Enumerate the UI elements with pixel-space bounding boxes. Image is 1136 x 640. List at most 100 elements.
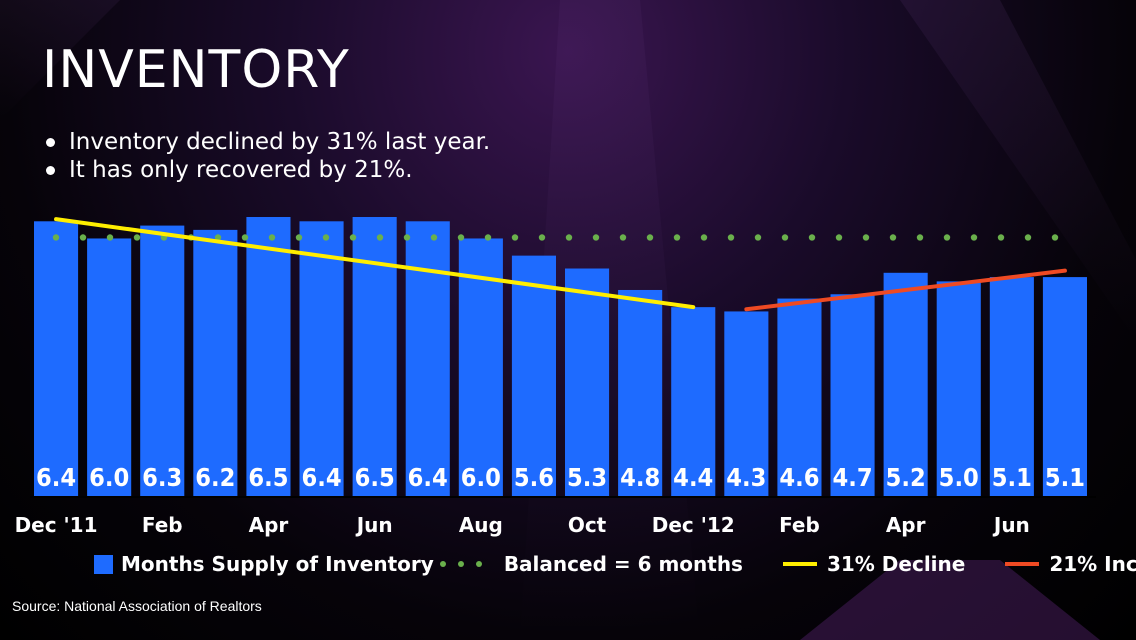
balanced-dot <box>295 234 303 241</box>
balanced-dot <box>376 234 384 241</box>
x-tick-label: Feb <box>142 513 183 537</box>
bar-value-label: 4.7 <box>833 463 873 492</box>
legend-dots-swatch <box>439 561 482 567</box>
bar <box>1042 277 1087 496</box>
balanced-dot <box>241 234 249 241</box>
balanced-dot <box>565 234 573 241</box>
x-tick-label: Feb <box>779 513 820 537</box>
legend-increase-swatch <box>1005 562 1040 566</box>
x-tick-label: Dec '12 <box>652 513 735 537</box>
balanced-dot <box>862 234 870 241</box>
x-tick-label: Jun <box>355 513 393 537</box>
balanced-dot <box>619 234 627 241</box>
page-title: INVENTORY <box>42 40 350 100</box>
bar-value-label: 6.4 <box>36 463 76 492</box>
bar-value-label: 6.2 <box>195 463 235 492</box>
inventory-chart: 6.4 6.0 6.3 6.2 6.5 6.4 6.5 6.4 6.0 5.6 5.3 4.8 4.4 4… <box>15 217 1096 537</box>
x-tick-label: Apr <box>249 513 289 537</box>
bar <box>671 307 716 496</box>
balanced-dot <box>970 234 978 241</box>
bar <box>299 221 344 497</box>
balanced-dot <box>646 234 654 241</box>
bar <box>352 217 397 496</box>
x-tick-label: Aug <box>459 513 503 537</box>
legend-increase-label: 21% Incr <box>1049 552 1136 576</box>
bar-value-label: 6.3 <box>142 463 182 492</box>
balanced-dot <box>808 234 816 241</box>
balanced-dot <box>835 234 843 241</box>
bar-value-label: 4.4 <box>673 463 713 492</box>
balanced-dot <box>889 234 897 241</box>
source-note: Source: National Association of Realtors <box>12 598 262 614</box>
bar-value-label: 5.1 <box>1045 463 1085 492</box>
bar <box>883 272 928 496</box>
bullet-list: Inventory declined by 31% last year. It … <box>46 128 490 184</box>
legend-bars-label: Months Supply of Inventory <box>121 552 434 576</box>
bar <box>724 311 769 496</box>
x-tick-label: Apr <box>886 513 926 537</box>
bar <box>618 289 663 496</box>
bar <box>830 294 875 496</box>
legend-decline-swatch <box>782 562 817 566</box>
x-tick-label: Oct <box>568 513 607 537</box>
bullet-item: It has only recovered by 21%. <box>46 156 490 184</box>
bar-value-label: 4.3 <box>726 463 766 492</box>
bar <box>193 229 238 496</box>
x-tick-label: Jun <box>992 513 1030 537</box>
balanced-dot <box>403 234 411 241</box>
balanced-dot <box>781 234 789 241</box>
bar <box>777 298 822 496</box>
balanced-dot <box>79 234 87 241</box>
balanced-dot <box>322 234 330 241</box>
bar-value-label: 6.5 <box>355 463 395 492</box>
bar-value-label: 6.0 <box>89 463 129 492</box>
bar <box>87 238 132 496</box>
balanced-dot <box>52 234 60 241</box>
balanced-dot <box>511 234 519 241</box>
decline-trend-line <box>54 217 696 310</box>
balanced-dot <box>484 234 492 241</box>
balanced-dot <box>538 234 546 241</box>
bar <box>989 277 1034 496</box>
legend-decline-label: 31% Decline <box>826 552 966 576</box>
bar <box>936 281 981 496</box>
balanced-dot <box>133 234 141 241</box>
balanced-dot <box>997 234 1005 241</box>
bar-value-label: 5.1 <box>992 463 1032 492</box>
bullet-dot-icon <box>46 165 55 175</box>
legend-balanced-label: Balanced = 6 months <box>503 552 743 576</box>
bar-value-label: 4.6 <box>779 463 819 492</box>
bar <box>511 255 556 496</box>
bar <box>565 268 610 496</box>
balanced-dot <box>268 234 276 241</box>
bar-value-label: 6.5 <box>248 463 288 492</box>
balanced-dot <box>1024 234 1032 241</box>
increase-trend-line <box>744 268 1067 312</box>
balanced-dot <box>754 234 762 241</box>
bar <box>405 221 450 497</box>
balanced-dot <box>916 234 924 241</box>
balanced-dot <box>457 234 465 241</box>
legend-bar-swatch <box>94 554 113 574</box>
balanced-dot <box>1051 234 1059 241</box>
balanced-dot <box>106 234 114 241</box>
balanced-dot <box>673 234 681 241</box>
balanced-dot <box>214 234 222 241</box>
bar <box>140 225 185 497</box>
bar-value-label: 6.0 <box>461 463 501 492</box>
bar-value-label: 5.0 <box>939 463 979 492</box>
balanced-dot <box>727 234 735 241</box>
bar-value-label: 5.3 <box>567 463 607 492</box>
x-tick-label: Dec '11 <box>15 513 98 537</box>
chart-legend: Months Supply of Inventory Balanced = 6 … <box>94 550 1136 578</box>
bar-value-label: 5.6 <box>514 463 554 492</box>
bar <box>246 217 291 496</box>
bullet-dot-icon <box>46 137 55 147</box>
balanced-dot <box>430 234 438 241</box>
bar-value-label: 5.2 <box>886 463 926 492</box>
balanced-dot <box>943 234 951 241</box>
bar <box>34 221 79 497</box>
balanced-dot <box>592 234 600 241</box>
bar-value-label: 6.4 <box>302 463 342 492</box>
bullet-item: Inventory declined by 31% last year. <box>46 128 490 156</box>
